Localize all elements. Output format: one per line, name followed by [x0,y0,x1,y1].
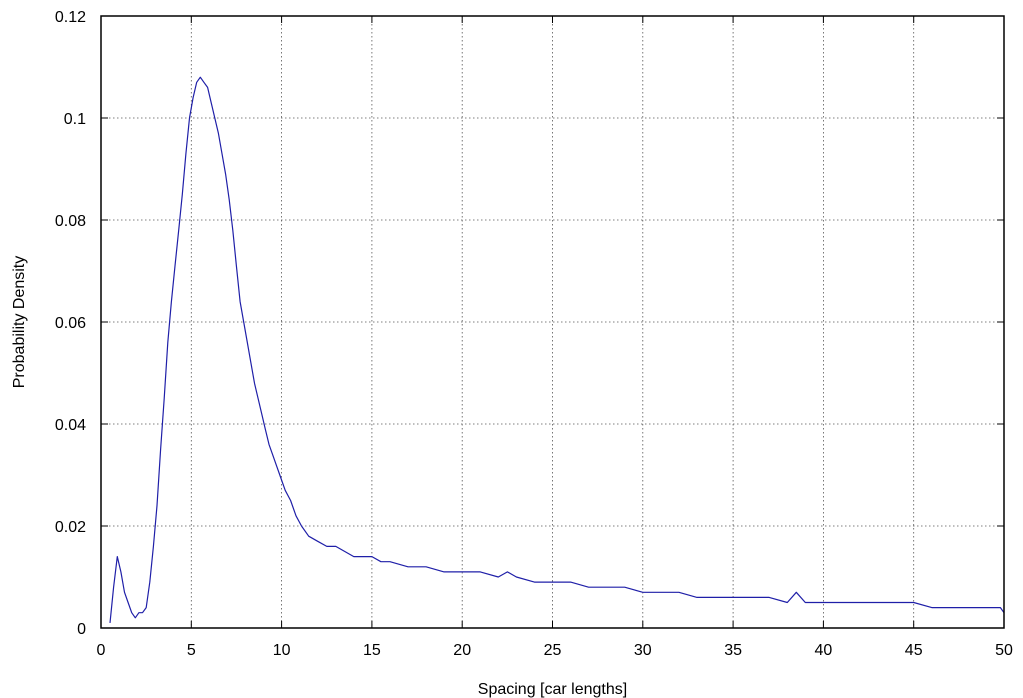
x-tick-label: 50 [995,642,1013,659]
y-tick-label: 0.06 [55,315,86,332]
y-tick-label: 0 [77,621,86,638]
series-layer [109,76,1005,623]
x-axis-title: Spacing [car lengths] [478,681,627,698]
y-tick-label: 0.08 [55,213,86,230]
x-tick-label: 40 [815,642,833,659]
x-tick-label: 10 [273,642,291,659]
x-tick-label: 25 [544,642,562,659]
grid [101,16,1004,628]
ticks: 0 5 10 15 20 25 30 35 40 45 50 0 0.02 0.04 0.06 0.08 0.1… [55,9,1013,659]
x-tick-label: 5 [187,642,196,659]
y-tick-label: 0.1 [64,111,86,128]
x-tick-label: 35 [724,642,742,659]
y-tick-label: 0.02 [55,519,86,536]
y-axis-title: Probability Density [11,256,28,389]
x-tick-label: 20 [453,642,471,659]
x-tick-label: 15 [363,642,381,659]
x-tick-label: 45 [905,642,923,659]
x-tick-label: 0 [97,642,106,659]
y-tick-label: 0.12 [55,9,86,26]
x-tick-label: 30 [634,642,652,659]
series-line [109,76,1005,623]
y-tick-label: 0.04 [55,417,86,434]
